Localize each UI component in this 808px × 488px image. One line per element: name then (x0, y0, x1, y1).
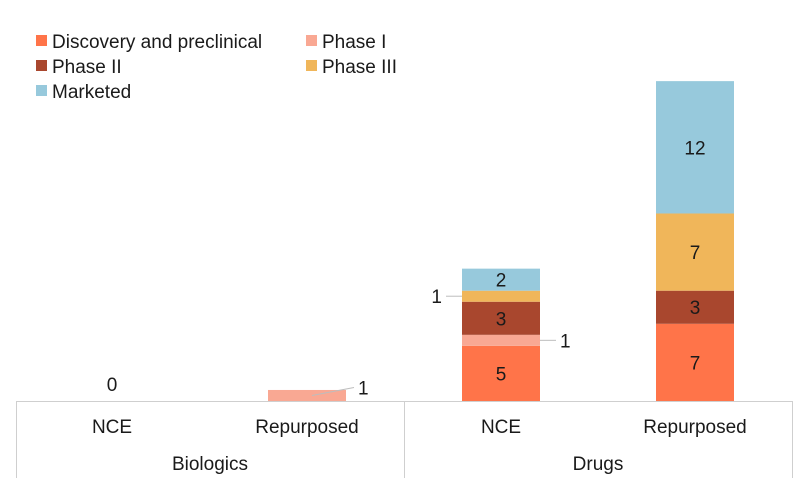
data-label-zero: 0 (107, 375, 118, 396)
bar-segment-phase-ii (462, 301, 540, 335)
data-label: 7 (690, 243, 701, 264)
bar-segment-discovery-and-preclinical (462, 345, 540, 401)
legend-item-phase-iii: Phase III (306, 57, 397, 78)
bar-segment-phase-iii (462, 290, 540, 302)
data-label: 7 (690, 353, 701, 374)
legend-item-marketed: Marketed (36, 82, 131, 103)
legend-item-discovery-and-preclinical: Discovery and preclinical (36, 32, 262, 53)
data-label: 1 (560, 331, 571, 352)
x-tick-label: Repurposed (255, 417, 359, 438)
x-tick-label: NCE (92, 417, 132, 438)
data-label: 3 (690, 298, 701, 319)
data-label: 1 (358, 378, 369, 399)
data-label: 5 (496, 364, 507, 385)
legend-label: Discovery and preclinical (52, 32, 262, 53)
bar-segment-phase-i (268, 389, 346, 401)
x-tick-label: NCE (481, 417, 521, 438)
legend-label: Marketed (52, 82, 131, 103)
bar-segment-marketed (656, 81, 734, 214)
legend-label: Phase I (322, 32, 386, 53)
x-group-label: Drugs (573, 454, 624, 475)
bar-segment-discovery-and-preclinical (656, 323, 734, 401)
legend-swatch (36, 85, 47, 96)
data-label: 2 (496, 271, 507, 292)
bar-segment-marketed (462, 268, 540, 291)
legend-item-phase-ii: Phase II (36, 57, 122, 78)
legend-swatch (36, 35, 47, 46)
bar-segment-phase-i (462, 334, 540, 346)
legend-label: Phase II (52, 57, 122, 78)
bar-segment-phase-ii (656, 290, 734, 324)
legend-swatch (36, 60, 47, 71)
bars (268, 81, 734, 401)
legend: Discovery and preclinical Phase I Phase II… (36, 32, 397, 103)
x-tick-label: Repurposed (643, 417, 747, 438)
data-label: 3 (496, 309, 507, 330)
legend-swatch (306, 35, 317, 46)
legend-swatch (306, 60, 317, 71)
bar-segment-phase-iii (656, 213, 734, 291)
label-leader-line (311, 386, 355, 396)
data-label: 12 (684, 138, 705, 159)
x-group-label: Biologics (172, 454, 248, 475)
category-axis: NCE Repurposed NCE Repurposed Biologics Drugs (16, 401, 793, 478)
data-label: 1 (431, 287, 442, 308)
legend-item-phase-i: Phase I (306, 32, 386, 53)
legend-label: Phase III (322, 57, 397, 78)
